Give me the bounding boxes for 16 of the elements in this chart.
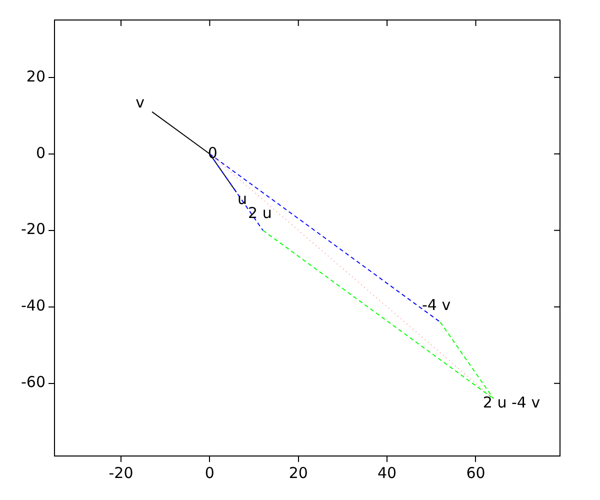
y-tick-label: -40: [21, 296, 46, 315]
x-tick-label: 60: [466, 464, 486, 482]
x-tick-label: -20: [108, 464, 134, 482]
y-tick-label: -60: [21, 373, 46, 392]
x-tick-label: 20: [288, 464, 308, 482]
y-tick-label: 0: [36, 144, 46, 162]
y-tick-label: 20: [26, 67, 46, 86]
annotation: 2 u -4 v: [482, 394, 540, 412]
y-tick-label: -20: [21, 220, 46, 238]
annotation: v: [136, 94, 145, 112]
annotation: 0: [208, 144, 218, 162]
annotation: -4 v: [422, 296, 451, 314]
x-tick-label: 0: [204, 464, 214, 482]
x-tick-label: 40: [378, 464, 397, 482]
annotation: 2 u: [248, 204, 272, 222]
annotation: u: [238, 190, 248, 208]
